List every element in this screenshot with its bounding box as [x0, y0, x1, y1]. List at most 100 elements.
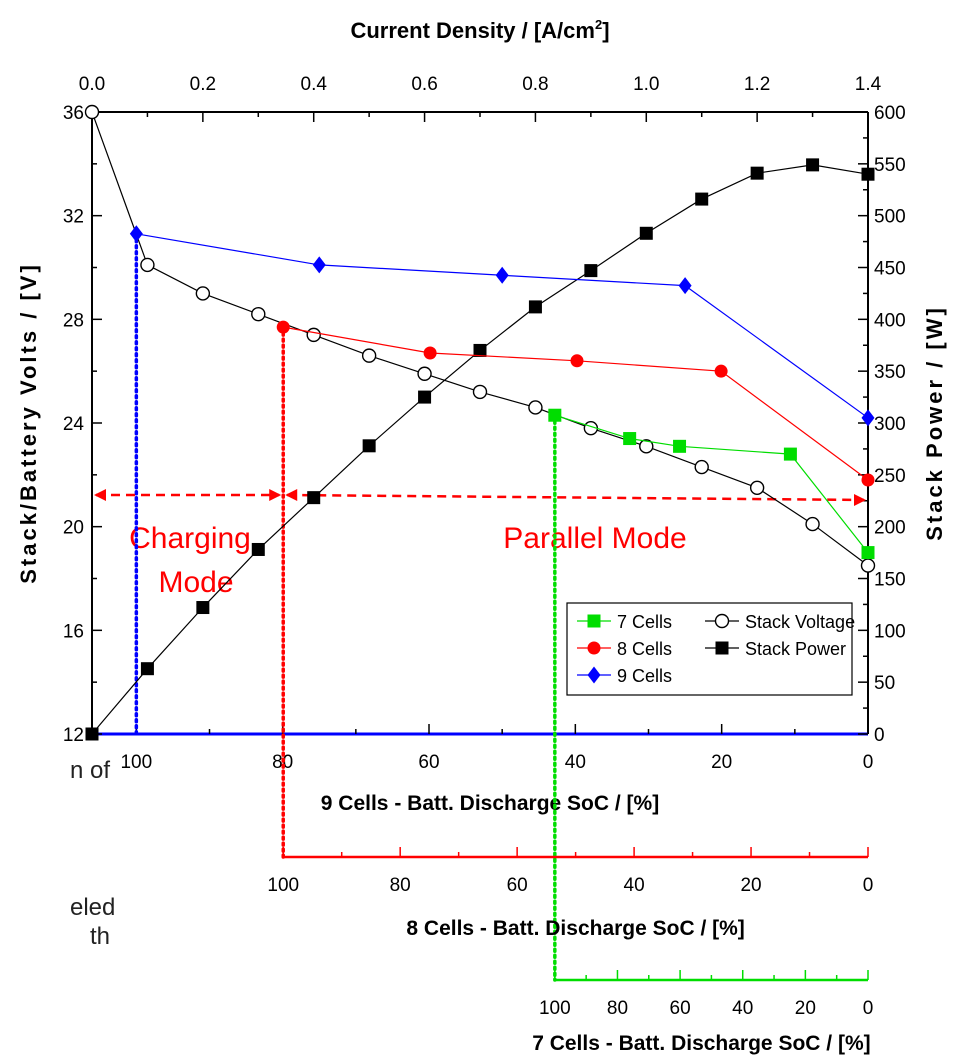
data-point: [570, 354, 584, 368]
legend-entry: 8 Cells: [577, 639, 672, 659]
left-axis-tick-label: 32: [63, 207, 84, 228]
data-point: [472, 384, 488, 400]
data-point: [495, 266, 509, 284]
soc8-axis: 100 80 60 40 20 0 8 Cells - Batt. Discharge So…: [267, 847, 873, 940]
legend: 7 Cells Stack Voltage 8 Cells Stack Power 9 …: [566, 602, 855, 696]
left-axis-tick-label: 16: [63, 621, 84, 642]
data-point: [783, 447, 797, 461]
data-point: [861, 546, 875, 560]
data-point: [251, 306, 266, 322]
soc7-axis-tick-label: 80: [607, 998, 628, 1019]
legend-entry: Stack Voltage: [705, 612, 855, 632]
soc9-axis-tick-label: 0: [863, 752, 874, 773]
series-stack-voltage: [84, 104, 876, 573]
data-point: [129, 225, 143, 243]
data-point: [750, 166, 764, 180]
data-point: [861, 409, 875, 427]
soc9-axis-title: 9 Cells - Batt. Discharge SoC / [%]: [321, 792, 659, 815]
right-axis-tick-label: 350: [874, 362, 906, 383]
soc7-axis-tick-label: 60: [670, 998, 691, 1019]
right-axis-title: Stack Power / [W]: [922, 305, 947, 541]
data-point: [195, 286, 211, 301]
soc8-axis-tick-label: 100: [267, 875, 299, 896]
charging-mode-label-line1: Charging: [129, 522, 251, 555]
data-point: [623, 432, 637, 446]
left-axis-tick-label: 36: [63, 103, 84, 124]
data-point: [861, 473, 875, 487]
legend-label: Stack Voltage: [745, 612, 855, 632]
top-axis-tick-label: 1.2: [744, 74, 770, 95]
series-stack-power: [85, 158, 875, 741]
soc7-axis-tick-label: 100: [539, 998, 571, 1019]
data-point: [312, 256, 326, 274]
data-point: [140, 662, 154, 676]
data-point: [528, 400, 543, 415]
soc7-axis-tick-label: 40: [732, 998, 753, 1019]
right-axis-tick-label: 200: [874, 518, 906, 539]
series-layer: [84, 104, 876, 982]
legend-box: [566, 602, 853, 696]
data-point: [85, 727, 99, 741]
soc9-axis-tick-label: 100: [120, 752, 152, 773]
charging-arrow-head-right: [269, 489, 282, 501]
bg-fragment-3: th: [90, 923, 110, 950]
legend-swatch-marker: [587, 641, 601, 655]
data-point: [140, 257, 155, 273]
right-axis-tick-label: 550: [874, 155, 906, 176]
left-axis-tick-label: 24: [63, 414, 85, 435]
legend-swatch-marker: [587, 614, 601, 628]
soc7-axis-tick-label: 20: [795, 998, 816, 1019]
soc8-axis-tick-label: 20: [740, 875, 761, 896]
data-point: [805, 516, 820, 532]
soc9-axis-tick-label: 60: [418, 752, 439, 773]
top-axis-tick-label: 0.6: [411, 74, 437, 95]
data-point: [84, 104, 100, 120]
left-axis-tick-label: 20: [63, 518, 84, 539]
bg-fragment-2: eled: [70, 894, 115, 921]
data-point: [694, 459, 709, 475]
right-axis-tick-label: 250: [874, 466, 906, 487]
soc8-axis-tick-label: 60: [507, 875, 528, 896]
top-axis-tick-label: 0.2: [190, 74, 216, 95]
legend-label: 7 Cells: [617, 612, 672, 632]
legend-swatch-marker: [715, 641, 729, 655]
data-point: [639, 439, 654, 454]
axis-ticks-group: 0.0 0.2 0.4 0.6 0.8 1.0 1.2 1.4 12 16 20 24 28 32 36 0 5…: [63, 74, 906, 815]
legend-swatch-marker: [587, 666, 601, 684]
charging-arrow-head-left: [94, 489, 106, 501]
right-axis-tick-label: 50: [874, 673, 895, 694]
data-point: [584, 264, 598, 278]
series-7-cells: [548, 408, 875, 560]
top-axis-tick-label: 0.8: [522, 74, 548, 95]
right-axis-tick-label: 300: [874, 414, 906, 435]
legend-swatch-marker: [714, 613, 730, 629]
data-point: [196, 601, 210, 615]
data-point: [251, 542, 265, 556]
top-axis-tick-label: 1.0: [633, 74, 659, 95]
parallel-arrow-head-left: [285, 489, 298, 501]
legend-entry: 7 Cells: [577, 612, 672, 632]
top-axis-tick-label: 1.4: [855, 74, 882, 95]
data-point: [362, 439, 376, 453]
data-point: [306, 327, 321, 343]
data-point: [861, 167, 875, 181]
soc9-axis-tick-label: 40: [565, 752, 586, 773]
soc8-axis-tick-label: 0: [863, 875, 874, 896]
top-axis-title: Current Density / [A/cm2]: [350, 17, 609, 43]
data-point: [276, 320, 290, 334]
data-point: [423, 346, 437, 360]
legend-label: 9 Cells: [617, 666, 672, 686]
charging-mode-label-line2: Mode: [158, 566, 233, 599]
left-axis-title: Stack/Battery Volts / [V]: [16, 262, 41, 584]
soc9-axis-tick-label: 20: [711, 752, 732, 773]
right-axis-tick-label: 450: [874, 259, 906, 280]
left-axis-tick-label: 28: [63, 310, 84, 331]
right-axis-tick-label: 500: [874, 207, 906, 228]
data-point: [528, 300, 542, 314]
data-point: [673, 439, 687, 453]
data-point: [749, 480, 765, 495]
legend-entry: Stack Power: [705, 639, 846, 659]
legend-label: 8 Cells: [617, 639, 672, 659]
right-axis-tick-label: 100: [874, 621, 906, 642]
parallel-mode-arrow: [287, 493, 865, 502]
